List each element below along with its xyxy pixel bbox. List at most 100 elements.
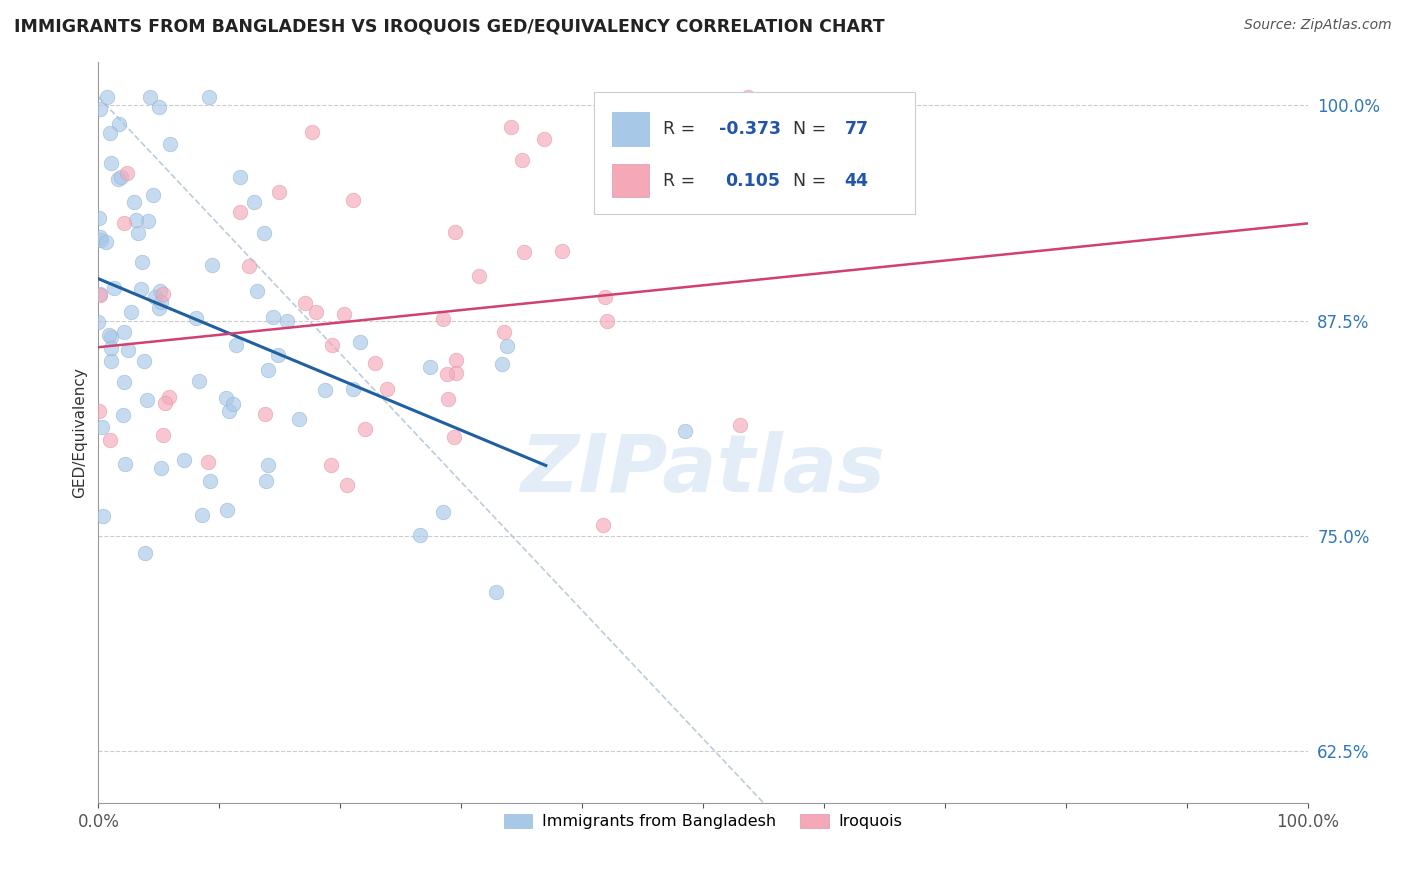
Point bbox=[314, 383, 336, 397]
Point bbox=[510, 153, 533, 167]
Text: N =: N = bbox=[782, 172, 831, 190]
Point bbox=[353, 421, 375, 435]
Point bbox=[98, 433, 121, 447]
Point bbox=[256, 458, 278, 472]
Point bbox=[143, 290, 166, 304]
Point bbox=[321, 338, 343, 352]
Point bbox=[533, 131, 555, 145]
Point bbox=[342, 382, 364, 396]
Text: Source: ZipAtlas.com: Source: ZipAtlas.com bbox=[1244, 18, 1392, 32]
Point bbox=[191, 508, 214, 522]
Point bbox=[485, 585, 508, 599]
Point bbox=[301, 125, 323, 139]
Point bbox=[110, 169, 132, 184]
Point bbox=[595, 314, 617, 328]
Point bbox=[218, 404, 240, 418]
Point bbox=[115, 166, 138, 180]
Point bbox=[100, 155, 122, 169]
Point bbox=[276, 314, 298, 328]
Point bbox=[222, 397, 245, 411]
Point bbox=[100, 330, 122, 344]
Point bbox=[139, 90, 162, 104]
Point bbox=[184, 311, 207, 326]
Text: 77: 77 bbox=[845, 120, 869, 138]
Point bbox=[107, 117, 129, 131]
Point bbox=[319, 458, 342, 472]
Point bbox=[87, 404, 110, 418]
Text: ZIPatlas: ZIPatlas bbox=[520, 431, 886, 508]
Point bbox=[135, 393, 157, 408]
Point bbox=[131, 254, 153, 268]
Point bbox=[342, 194, 364, 208]
FancyBboxPatch shape bbox=[613, 112, 648, 145]
Point bbox=[253, 226, 276, 240]
Point bbox=[136, 213, 159, 227]
Text: R =: R = bbox=[664, 120, 700, 138]
Y-axis label: GED/Equivalency: GED/Equivalency bbox=[72, 368, 87, 498]
Point bbox=[294, 296, 316, 310]
Point bbox=[155, 395, 177, 409]
Point bbox=[491, 357, 513, 371]
Point bbox=[148, 284, 170, 298]
Point bbox=[159, 136, 181, 151]
Point bbox=[201, 258, 224, 272]
Point bbox=[444, 225, 467, 239]
Point bbox=[127, 226, 149, 240]
Point bbox=[336, 477, 359, 491]
Point bbox=[159, 390, 181, 404]
Text: N =: N = bbox=[782, 120, 831, 138]
Point bbox=[499, 120, 522, 134]
Point bbox=[98, 126, 121, 140]
Point bbox=[238, 259, 260, 273]
Point bbox=[262, 310, 284, 324]
Point bbox=[229, 204, 252, 219]
Point bbox=[112, 216, 135, 230]
Point bbox=[100, 353, 122, 368]
Point bbox=[132, 353, 155, 368]
Point bbox=[349, 334, 371, 349]
Point bbox=[124, 194, 146, 209]
Point bbox=[253, 407, 276, 421]
Point bbox=[257, 363, 280, 377]
Point bbox=[149, 460, 172, 475]
Point bbox=[409, 528, 432, 542]
Point bbox=[103, 281, 125, 295]
Point bbox=[114, 457, 136, 471]
Text: -0.373: -0.373 bbox=[718, 120, 780, 138]
Point bbox=[96, 90, 118, 104]
Point bbox=[446, 366, 468, 380]
Point bbox=[245, 285, 267, 299]
Point bbox=[513, 245, 536, 260]
Text: IMMIGRANTS FROM BANGLADESH VS IROQUOIS GED/EQUIVALENCY CORRELATION CHART: IMMIGRANTS FROM BANGLADESH VS IROQUOIS G… bbox=[14, 18, 884, 36]
Point bbox=[419, 359, 441, 374]
Point bbox=[125, 213, 148, 227]
Point bbox=[89, 287, 111, 301]
Point bbox=[432, 311, 454, 326]
Point bbox=[225, 337, 247, 351]
Point bbox=[120, 305, 142, 319]
Point bbox=[592, 517, 614, 532]
Point bbox=[188, 375, 211, 389]
Point bbox=[100, 342, 122, 356]
Text: 44: 44 bbox=[845, 172, 869, 190]
Point bbox=[107, 172, 129, 186]
Point bbox=[198, 474, 221, 488]
Point bbox=[593, 290, 616, 304]
Point bbox=[242, 194, 264, 209]
Point bbox=[436, 367, 458, 381]
Point bbox=[150, 294, 173, 309]
Point bbox=[89, 230, 111, 244]
Point bbox=[89, 102, 111, 116]
Point bbox=[117, 343, 139, 357]
Point bbox=[87, 211, 110, 226]
Point bbox=[551, 244, 574, 258]
Point bbox=[305, 305, 328, 319]
Point bbox=[134, 546, 156, 560]
Text: R =: R = bbox=[664, 172, 706, 190]
Point bbox=[728, 418, 751, 433]
Point bbox=[468, 268, 491, 283]
Point bbox=[112, 375, 135, 389]
Point bbox=[148, 301, 170, 315]
Point bbox=[89, 288, 111, 302]
Point bbox=[446, 353, 468, 368]
